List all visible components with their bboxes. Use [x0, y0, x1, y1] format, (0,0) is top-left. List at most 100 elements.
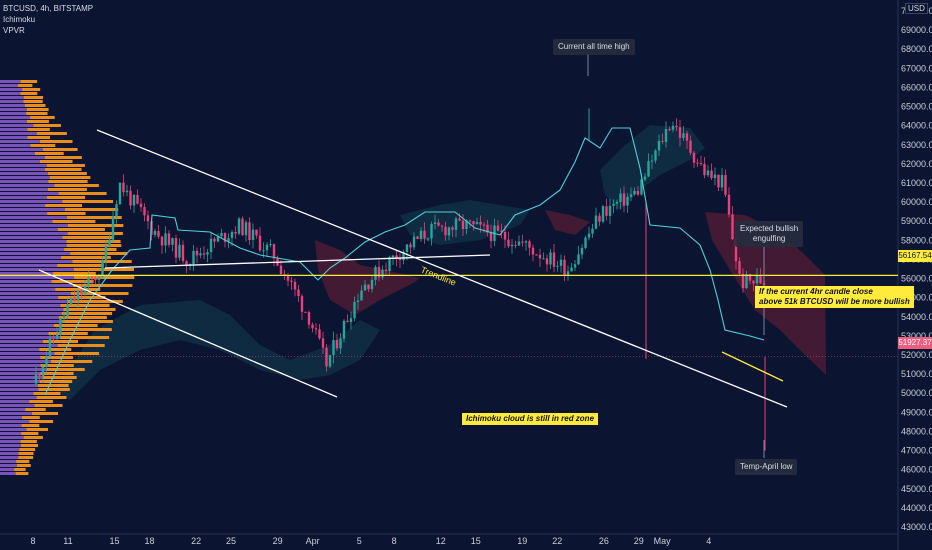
vpvr-bar-up [54, 352, 100, 355]
vpvr-bar-down [0, 228, 58, 231]
candle-body [661, 140, 664, 142]
vpvr-bar-up [25, 104, 46, 107]
candle-body [377, 266, 381, 278]
vpvr-bar-down [0, 236, 63, 239]
y-tick-label: 47000.00 [901, 446, 932, 456]
candle-body [192, 250, 195, 265]
vpvr-bar-up [57, 344, 105, 347]
candle-body [503, 231, 507, 240]
candle-body [160, 236, 164, 246]
x-tick-label: 25 [226, 536, 236, 546]
candle-body [444, 226, 447, 236]
vpvr-bar-up [60, 336, 110, 339]
vpvr-bar-up [18, 456, 34, 459]
vpvr-bar-down [0, 208, 65, 211]
symbol-title[interactable]: BTCUSD, 4h, BITSTAMP [3, 4, 94, 13]
candle-body [598, 215, 601, 222]
vpvr-bar-down [0, 132, 37, 135]
candle-body [80, 290, 83, 294]
candle-body [409, 244, 412, 248]
candle-body [38, 374, 41, 377]
vpvr-bar-up [20, 440, 37, 443]
candle-body [328, 355, 332, 367]
mid-channel-line [104, 254, 491, 269]
y-tick-label: 49000.00 [901, 407, 932, 417]
candle-body [545, 258, 549, 265]
candle-body [437, 222, 440, 226]
candle-body [591, 228, 594, 234]
vpvr-bar-down [0, 296, 59, 299]
candle-body [363, 284, 367, 291]
vpvr-bar-up [26, 120, 49, 123]
vpvr-bar-down [0, 460, 17, 463]
x-tick-label: Apr [306, 536, 320, 546]
candle-body [90, 277, 94, 279]
candle-body [552, 252, 556, 267]
vpvr-bar-up [23, 96, 44, 99]
vpvr-bar-down [0, 112, 27, 115]
candle-body [416, 236, 419, 240]
candle-body [535, 254, 538, 256]
candle-body [157, 231, 160, 237]
vpvr-bar-down [0, 240, 67, 243]
low-annotation: Temp-April low [735, 459, 798, 475]
indicator-ichimoku-label[interactable]: Ichimoku [3, 15, 36, 24]
vpvr-bar-down [0, 364, 41, 367]
vpvr-bar-up [49, 176, 91, 179]
candle-body [451, 227, 454, 230]
cloud-note-text: Ichimoku cloud is still in red zone [466, 414, 595, 423]
y-tick-label: 55000.00 [901, 293, 932, 303]
ichimoku-cloud [600, 125, 705, 210]
vpvr-bar-down [0, 360, 51, 363]
vpvr-bar-up [20, 444, 38, 447]
vpvr-bar-up [26, 108, 49, 111]
candle-body [465, 220, 468, 230]
vpvr-bar-up [30, 116, 55, 119]
vpvr-bar-down [0, 200, 63, 203]
candle-body [577, 254, 580, 265]
currency-label[interactable]: USD [905, 3, 928, 14]
bullish-note-line2: above 51k BTCUSD will be more bullish [759, 297, 910, 306]
vpvr-bar-down [0, 456, 19, 459]
candle-body [517, 241, 521, 246]
candle-body [307, 312, 311, 325]
candle-body [381, 269, 384, 278]
lower-channel-line [38, 269, 338, 398]
ath-annotation: Current all time high [553, 39, 635, 55]
candle-body [213, 238, 216, 242]
bullish-note: If the current 4hr candle close above 51… [755, 286, 914, 308]
vpvr-bar-down [0, 352, 55, 355]
candle-body [685, 133, 689, 141]
vpvr-bar-down [0, 448, 20, 451]
candle-body [139, 203, 143, 208]
x-tick-label: 29 [634, 536, 644, 546]
candle-body [559, 259, 563, 266]
candle-body [647, 161, 650, 177]
candle-body [41, 366, 45, 377]
candle-body [272, 244, 276, 259]
candle-body [62, 315, 66, 318]
indicator-vpvr-label[interactable]: VPVR [3, 26, 25, 35]
vpvr-bar-up [44, 168, 82, 171]
vpvr-bar-up [22, 88, 41, 91]
vpvr-bar-down [0, 180, 49, 183]
candle-body [321, 338, 325, 348]
candle-body [461, 220, 465, 230]
vpvr-bar-down [0, 300, 68, 303]
vpvr-bar-up [70, 292, 129, 295]
ath-annotation-text: Current all time high [558, 42, 630, 51]
vpvr-bar-up [18, 452, 34, 455]
vpvr-bar-up [50, 360, 93, 363]
vpvr-bar-up [21, 432, 39, 435]
candle-body [629, 194, 633, 197]
vpvr-bar-up [17, 84, 33, 87]
vpvr-bar-down [0, 116, 31, 119]
candle-body [703, 163, 706, 176]
vpvr-bar-down [0, 424, 22, 427]
candle-body [360, 290, 363, 301]
y-tick-label: 67000.00 [901, 63, 932, 73]
candle-body [367, 284, 370, 290]
vpvr-bar-down [0, 232, 68, 235]
vpvr-bar-up [46, 368, 85, 371]
vpvr-bar-up [39, 348, 72, 351]
